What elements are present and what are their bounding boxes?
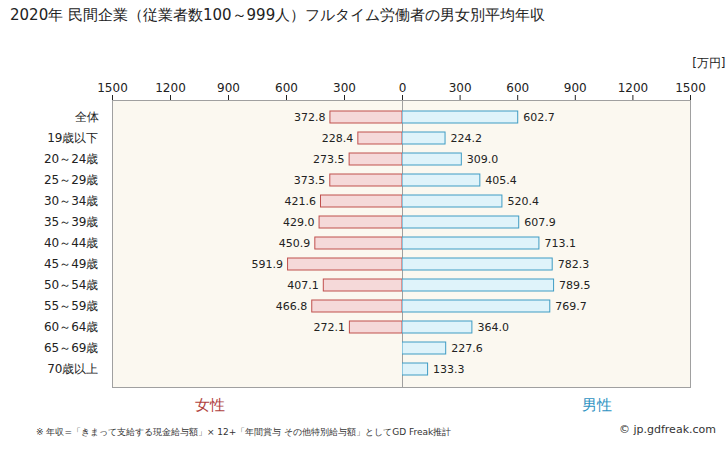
svg-text:[万円]: [万円] — [692, 56, 725, 70]
svg-text:407.1: 407.1 — [287, 279, 319, 292]
svg-text:300: 300 — [333, 81, 356, 95]
svg-text:全体: 全体 — [75, 110, 99, 124]
svg-text:373.5: 373.5 — [294, 174, 326, 187]
svg-text:55～59歳: 55～59歳 — [44, 299, 99, 313]
svg-text:364.0: 364.0 — [477, 321, 509, 334]
svg-text:30～34歳: 30～34歳 — [44, 194, 99, 208]
svg-text:0: 0 — [399, 81, 402, 95]
svg-text:600: 600 — [506, 81, 529, 95]
svg-text:224.2: 224.2 — [451, 132, 483, 145]
html-text:2020年 民間企業（従業者数100～999人）フルタイム労: 2020年 民間企業（従業者数100～999人）フルタイム労働者の男女別平均年収 — [10, 6, 546, 24]
svg-text:272.1: 272.1 — [313, 321, 345, 334]
html-text:女性: 女性 — [195, 396, 225, 414]
svg-text:0: 0 — [402, 81, 406, 95]
svg-text:273.5: 273.5 — [313, 153, 345, 166]
svg-text:789.5: 789.5 — [559, 279, 591, 292]
svg-text:769.7: 769.7 — [555, 300, 587, 313]
svg-text:713.1: 713.1 — [544, 237, 576, 250]
svg-text:602.7: 602.7 — [523, 111, 555, 124]
svg-text:228.4: 228.4 — [322, 132, 354, 145]
svg-text:50～54歳: 50～54歳 — [44, 278, 99, 292]
svg-text:900: 900 — [217, 81, 240, 95]
svg-text:520.4: 520.4 — [507, 195, 539, 208]
svg-text:70歳以上: 70歳以上 — [47, 362, 98, 376]
html-text:© jp.gdfreak.com: © jp.gdfreak.com — [619, 423, 716, 436]
svg-text:20～24歳: 20～24歳 — [44, 152, 99, 166]
svg-text:450.9: 450.9 — [279, 237, 311, 250]
svg-text:19歳以下: 19歳以下 — [47, 131, 98, 145]
svg-text:466.8: 466.8 — [276, 300, 308, 313]
html-text:男性: 男性 — [582, 396, 612, 414]
html-text:※ 年収=「きまって支給する現金給与額」× 12+「年間賞与: ※ 年収=「きまって支給する現金給与額」× 12+「年間賞与 その他特別給与額」… — [36, 427, 452, 437]
svg-text:600: 600 — [275, 81, 298, 95]
svg-text:309.0: 309.0 — [467, 153, 499, 166]
svg-text:40～44歳: 40～44歳 — [44, 236, 99, 250]
svg-text:591.9: 591.9 — [252, 258, 284, 271]
svg-text:65～69歳: 65～69歳 — [44, 341, 99, 355]
svg-text:227.6: 227.6 — [451, 342, 483, 355]
svg-text:607.9: 607.9 — [524, 216, 556, 229]
svg-text:1200: 1200 — [618, 81, 649, 95]
svg-text:60～64歳: 60～64歳 — [44, 320, 99, 334]
svg-text:25～29歳: 25～29歳 — [44, 173, 99, 187]
svg-text:372.8: 372.8 — [294, 111, 326, 124]
svg-text:782.3: 782.3 — [558, 258, 590, 271]
svg-text:429.0: 429.0 — [283, 216, 315, 229]
svg-text:405.4: 405.4 — [485, 174, 517, 187]
svg-text:1500: 1500 — [97, 81, 128, 95]
svg-text:900: 900 — [564, 81, 587, 95]
svg-text:300: 300 — [449, 81, 472, 95]
svg-text:1200: 1200 — [155, 81, 186, 95]
svg-text:421.6: 421.6 — [284, 195, 316, 208]
svg-text:133.3: 133.3 — [433, 363, 465, 376]
svg-text:35～39歳: 35～39歳 — [44, 215, 99, 229]
svg-text:45～49歳: 45～49歳 — [44, 257, 99, 271]
svg-text:1500: 1500 — [675, 81, 706, 95]
